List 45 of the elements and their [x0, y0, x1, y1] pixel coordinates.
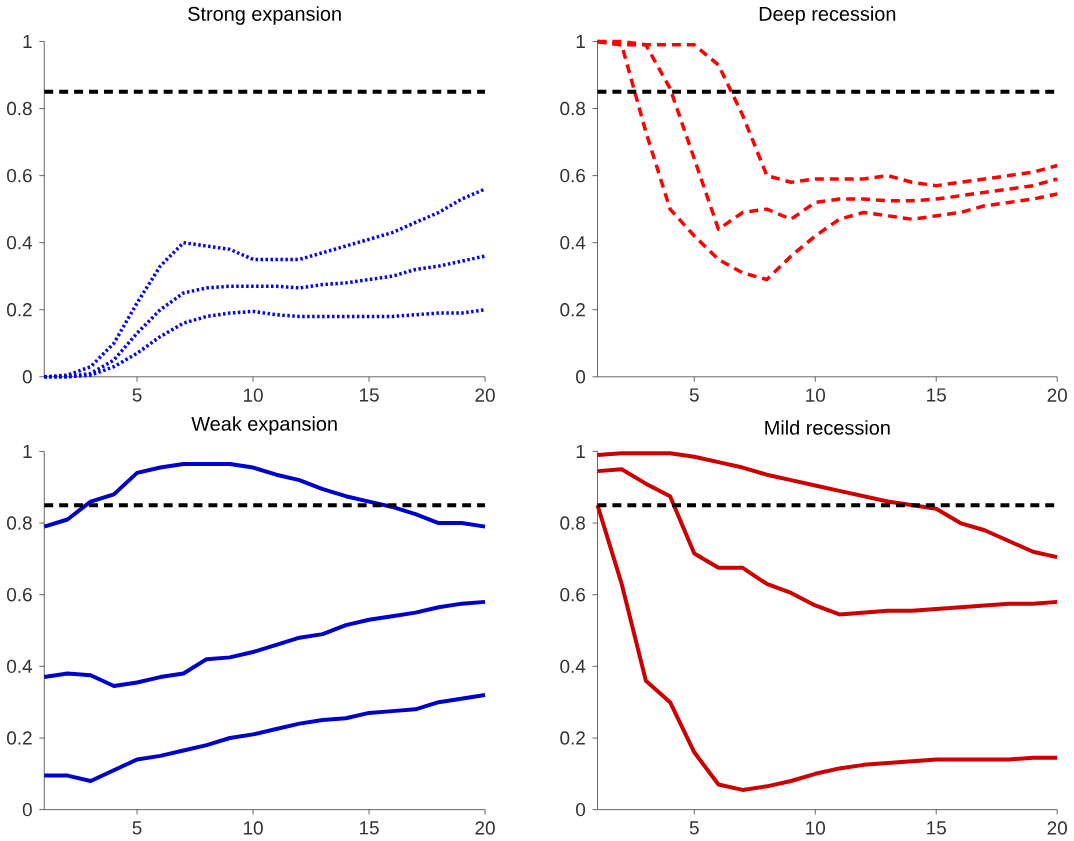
y-tick-label: 0.2: [7, 731, 32, 745]
x-tick-label: 10: [806, 821, 826, 835]
x-tick-label: 20: [1047, 821, 1067, 835]
y-tick-label: 0.4: [560, 235, 586, 250]
y-tick-label: 0.6: [7, 588, 32, 602]
chart-title: Deep recession: [759, 6, 896, 25]
chart-title: Strong expansion: [188, 6, 341, 25]
y-tick-label: 0: [576, 802, 586, 817]
x-tick-label: 20: [475, 821, 495, 835]
y-tick-label: 0.4: [7, 235, 33, 250]
x-tick-label: 15: [359, 388, 379, 402]
x-tick-label: 10: [806, 388, 826, 402]
y-tick-label: 0.6: [560, 588, 585, 602]
y-tick-label: 0: [576, 370, 586, 384]
y-tick-label: 0.2: [560, 303, 585, 317]
y-tick-label: 0.6: [560, 168, 585, 183]
y-tick-label: 1: [576, 34, 585, 48]
y-tick-label: 0.4: [7, 659, 33, 674]
x-tick-label: 15: [927, 821, 946, 835]
y-tick-label: 1: [23, 34, 32, 48]
y-tick-label: 0: [22, 802, 32, 817]
x-tick-label: 5: [689, 821, 699, 835]
x-tick-label: 15: [927, 388, 946, 402]
line-series: [42, 599, 488, 689]
y-tick-label: 0.8: [560, 101, 585, 116]
x-tick-label: 20: [1047, 388, 1067, 402]
x-tick-label: 20: [475, 388, 495, 402]
y-tick-label: 0.8: [7, 516, 32, 530]
y-tick-label: 0.8: [560, 516, 585, 530]
y-tick-label: 0: [22, 370, 32, 384]
y-tick-label: 1: [576, 444, 585, 458]
x-tick-label: 15: [359, 821, 379, 835]
x-tick-label: 5: [132, 821, 142, 835]
x-tick-label: 5: [132, 388, 142, 402]
x-tick-label: 10: [243, 821, 263, 835]
y-tick-label: 0.6: [7, 168, 32, 183]
chart-title: Weak expansion: [191, 416, 337, 435]
y-tick-label: 0.4: [560, 659, 586, 674]
y-tick-label: 1: [23, 444, 32, 458]
y-tick-label: 0.8: [7, 101, 32, 116]
x-tick-label: 10: [243, 388, 263, 402]
chart-title: Mild recession: [765, 420, 890, 435]
y-tick-label: 0.2: [560, 731, 585, 745]
y-tick-label: 0.2: [7, 303, 32, 317]
x-tick-label: 5: [689, 388, 699, 402]
